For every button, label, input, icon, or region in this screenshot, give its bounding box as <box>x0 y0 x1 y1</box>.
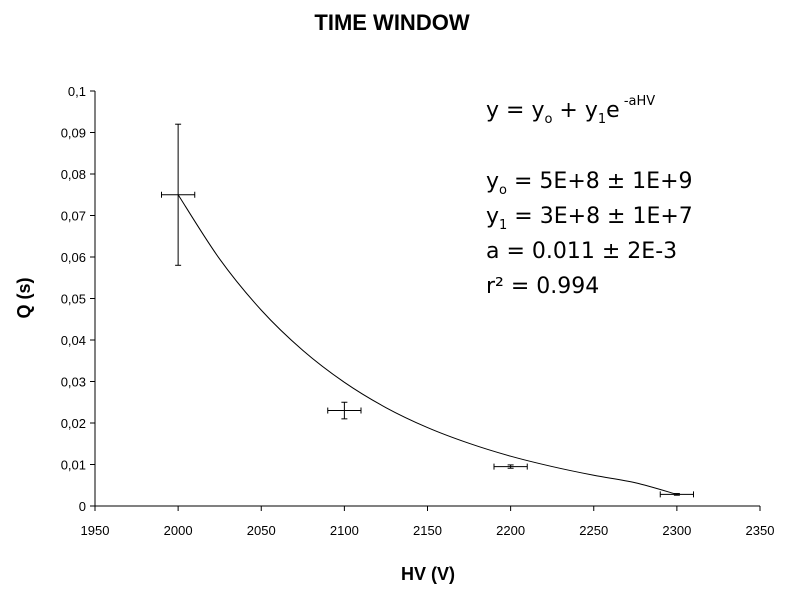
fit-annotation: y = yo + y1e -aHV yo = 5E+8 ± 1E+9 y1 = … <box>486 94 693 299</box>
x-tick-label: 1950 <box>81 523 110 538</box>
x-tick-label: 2150 <box>413 523 442 538</box>
data-points <box>161 123 694 498</box>
y-axis-label: Q (s) <box>14 277 34 318</box>
x-tick-label: 2350 <box>746 523 775 538</box>
x-tick-label: 2100 <box>330 523 359 538</box>
y-ticks: 0 0,01 0,02 0,03 0,04 0,05 0,06 0,07 0,08 0,09 0,1 <box>61 84 95 514</box>
data-point <box>659 491 694 498</box>
y-tick-label: 0,01 <box>61 458 86 473</box>
y-tick-label: 0,09 <box>61 126 86 141</box>
x-tick-label: 2200 <box>496 523 525 538</box>
y0-text: yo = 5E+8 ± 1E+9 <box>486 169 693 198</box>
y-tick-label: 0,08 <box>61 167 86 182</box>
y-tick-label: 0,04 <box>61 333 86 348</box>
y-tick-label: 0,1 <box>68 84 86 99</box>
x-tick-label: 2000 <box>164 523 193 538</box>
y-tick-label: 0,06 <box>61 250 86 265</box>
chart-title: TIME WINDOW <box>314 10 469 35</box>
x-tick-label: 2050 <box>247 523 276 538</box>
y1-text: y1 = 3E+8 ± 1E+7 <box>486 204 693 233</box>
x-tick-label: 2250 <box>579 523 608 538</box>
data-point <box>493 463 528 470</box>
r2-text: r² = 0.994 <box>486 274 599 299</box>
y-tick-label: 0,05 <box>61 292 86 307</box>
y-tick-label: 0,03 <box>61 375 86 390</box>
y-tick-label: 0,07 <box>61 209 86 224</box>
a-text: a = 0.011 ± 2E-3 <box>486 239 677 264</box>
fit-curve <box>177 194 678 495</box>
equation-text: y = yo + y1e -aHV <box>486 94 655 127</box>
y-tick-label: 0,02 <box>61 416 86 431</box>
x-ticks: 1950 2000 2050 2100 2150 2200 2250 2300 2350 <box>81 506 775 538</box>
x-axis-label: HV (V) <box>401 564 455 584</box>
y-tick-label: 0 <box>79 499 86 514</box>
data-point <box>161 123 196 266</box>
data-point <box>327 401 362 420</box>
x-tick-label: 2300 <box>662 523 691 538</box>
